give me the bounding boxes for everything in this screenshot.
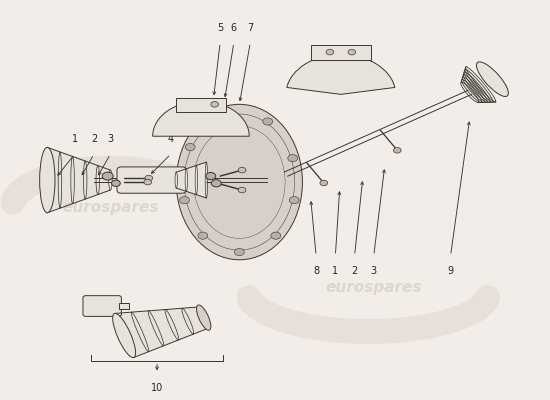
Circle shape: [145, 175, 153, 181]
Ellipse shape: [40, 147, 55, 213]
Polygon shape: [115, 307, 208, 358]
Text: 6: 6: [231, 22, 237, 32]
Ellipse shape: [176, 104, 302, 260]
Text: 1: 1: [332, 266, 338, 276]
Circle shape: [289, 196, 299, 204]
FancyBboxPatch shape: [117, 167, 186, 193]
Circle shape: [179, 196, 189, 204]
Circle shape: [238, 167, 246, 173]
Text: 7: 7: [247, 22, 254, 32]
Ellipse shape: [476, 62, 508, 96]
Circle shape: [215, 113, 225, 120]
Circle shape: [102, 172, 113, 180]
Circle shape: [348, 49, 356, 55]
Bar: [311, 44, 371, 60]
Text: 3: 3: [371, 266, 377, 276]
Polygon shape: [461, 67, 496, 102]
Circle shape: [238, 187, 246, 193]
Text: 5: 5: [217, 22, 223, 32]
Circle shape: [144, 179, 152, 185]
Text: 2: 2: [351, 266, 358, 276]
Circle shape: [211, 102, 218, 107]
Wedge shape: [287, 54, 395, 94]
Bar: [176, 98, 226, 112]
Text: 4: 4: [168, 134, 174, 144]
Circle shape: [271, 232, 281, 239]
Ellipse shape: [113, 313, 136, 358]
Text: 1: 1: [72, 134, 78, 144]
Circle shape: [112, 180, 120, 186]
Text: 9: 9: [448, 266, 454, 276]
Circle shape: [185, 144, 195, 151]
Polygon shape: [176, 162, 206, 198]
Circle shape: [320, 180, 328, 186]
Circle shape: [288, 154, 298, 162]
Text: 2: 2: [91, 134, 97, 144]
Text: 10: 10: [151, 383, 163, 393]
Circle shape: [234, 248, 244, 256]
Circle shape: [326, 49, 334, 55]
Wedge shape: [153, 101, 249, 136]
Bar: [119, 303, 129, 309]
Text: 8: 8: [313, 266, 319, 276]
Circle shape: [263, 118, 273, 125]
Ellipse shape: [196, 305, 211, 330]
Circle shape: [206, 172, 216, 180]
Circle shape: [393, 148, 401, 153]
FancyBboxPatch shape: [83, 296, 122, 316]
Text: eurospares: eurospares: [326, 280, 422, 295]
Circle shape: [198, 232, 208, 239]
Circle shape: [211, 180, 221, 187]
Text: eurospares: eurospares: [62, 200, 158, 216]
Polygon shape: [47, 147, 111, 213]
Text: 3: 3: [107, 134, 113, 144]
